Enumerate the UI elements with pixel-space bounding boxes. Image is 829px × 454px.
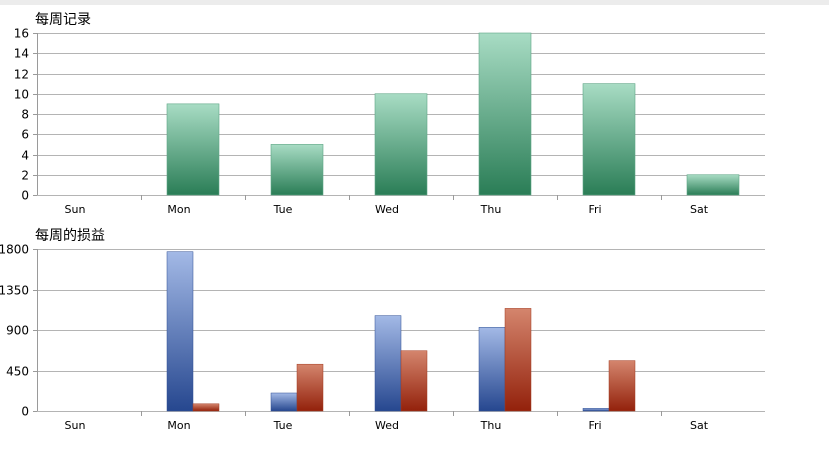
x-tick-label: Tue xyxy=(273,419,293,432)
x-tick-label: Tue xyxy=(273,203,293,216)
window-top-strip xyxy=(0,0,829,5)
y-tick-label: 0 xyxy=(21,405,29,419)
y-tick-label: 16 xyxy=(14,27,29,41)
bar xyxy=(504,308,532,412)
bars xyxy=(166,251,636,412)
chart-title: 每周的损益 xyxy=(35,228,105,244)
bar xyxy=(478,32,532,196)
bar xyxy=(270,392,298,412)
x-tick-label: Sat xyxy=(690,419,709,432)
y-tick-label: 1350 xyxy=(0,284,29,298)
y-tick-label: 450 xyxy=(6,365,29,379)
bar xyxy=(374,93,428,196)
bar xyxy=(582,83,636,196)
bar xyxy=(270,144,324,196)
y-axis: 0 450 900 1350 1800 xyxy=(0,243,38,419)
y-tick-label: 900 xyxy=(6,324,29,338)
bar xyxy=(192,403,220,412)
x-tick-label: Wed xyxy=(375,419,399,432)
y-tick-label: 0 xyxy=(21,189,29,203)
x-tick-label: Thu xyxy=(480,419,502,432)
x-tick-label: Wed xyxy=(375,203,399,216)
bar xyxy=(478,327,506,412)
bar xyxy=(608,360,636,412)
y-tick-label: 1800 xyxy=(0,243,29,257)
y-tick-label: 12 xyxy=(14,68,29,82)
y-tick-label: 2 xyxy=(21,169,29,183)
bar xyxy=(374,315,402,412)
y-tick-label: 4 xyxy=(21,149,29,163)
bars xyxy=(166,32,740,196)
y-tick-label: 6 xyxy=(21,128,29,142)
x-tick-label: Thu xyxy=(480,203,502,216)
bar xyxy=(400,350,428,412)
x-tick-label: Fri xyxy=(588,419,601,432)
x-tick-label: Fri xyxy=(588,203,601,216)
y-tick-label: 10 xyxy=(14,88,29,102)
x-tick-label: Sun xyxy=(65,419,86,432)
chart-title: 每周记录 xyxy=(35,12,91,28)
bar xyxy=(582,408,610,412)
chart-weekly-profit-loss: 每周的损益 0 450 900 1350 1800 Sun Mon Tue Wed Thu Fri… xyxy=(0,228,765,432)
x-axis: Sun Mon Tue Wed Thu Fri Sat xyxy=(65,195,709,216)
y-tick-label: 8 xyxy=(21,108,29,122)
grid xyxy=(37,33,765,196)
x-tick-label: Mon xyxy=(167,419,190,432)
bar xyxy=(166,103,220,196)
x-tick-label: Sat xyxy=(690,203,709,216)
bar xyxy=(166,251,194,412)
bar xyxy=(296,363,324,412)
y-axis: 0 2 4 6 8 10 12 14 16 xyxy=(14,27,38,203)
bar xyxy=(686,174,740,196)
x-axis: Sun Mon Tue Wed Thu Fri Sat xyxy=(65,411,709,432)
y-tick-label: 14 xyxy=(14,47,29,61)
x-tick-label: Mon xyxy=(167,203,190,216)
x-tick-label: Sun xyxy=(65,203,86,216)
chart-weekly-records: 每周记录 0 2 4 6 8 10 12 14 16 Sun Mon Tue Wed Thu Fri Sat xyxy=(14,12,765,216)
